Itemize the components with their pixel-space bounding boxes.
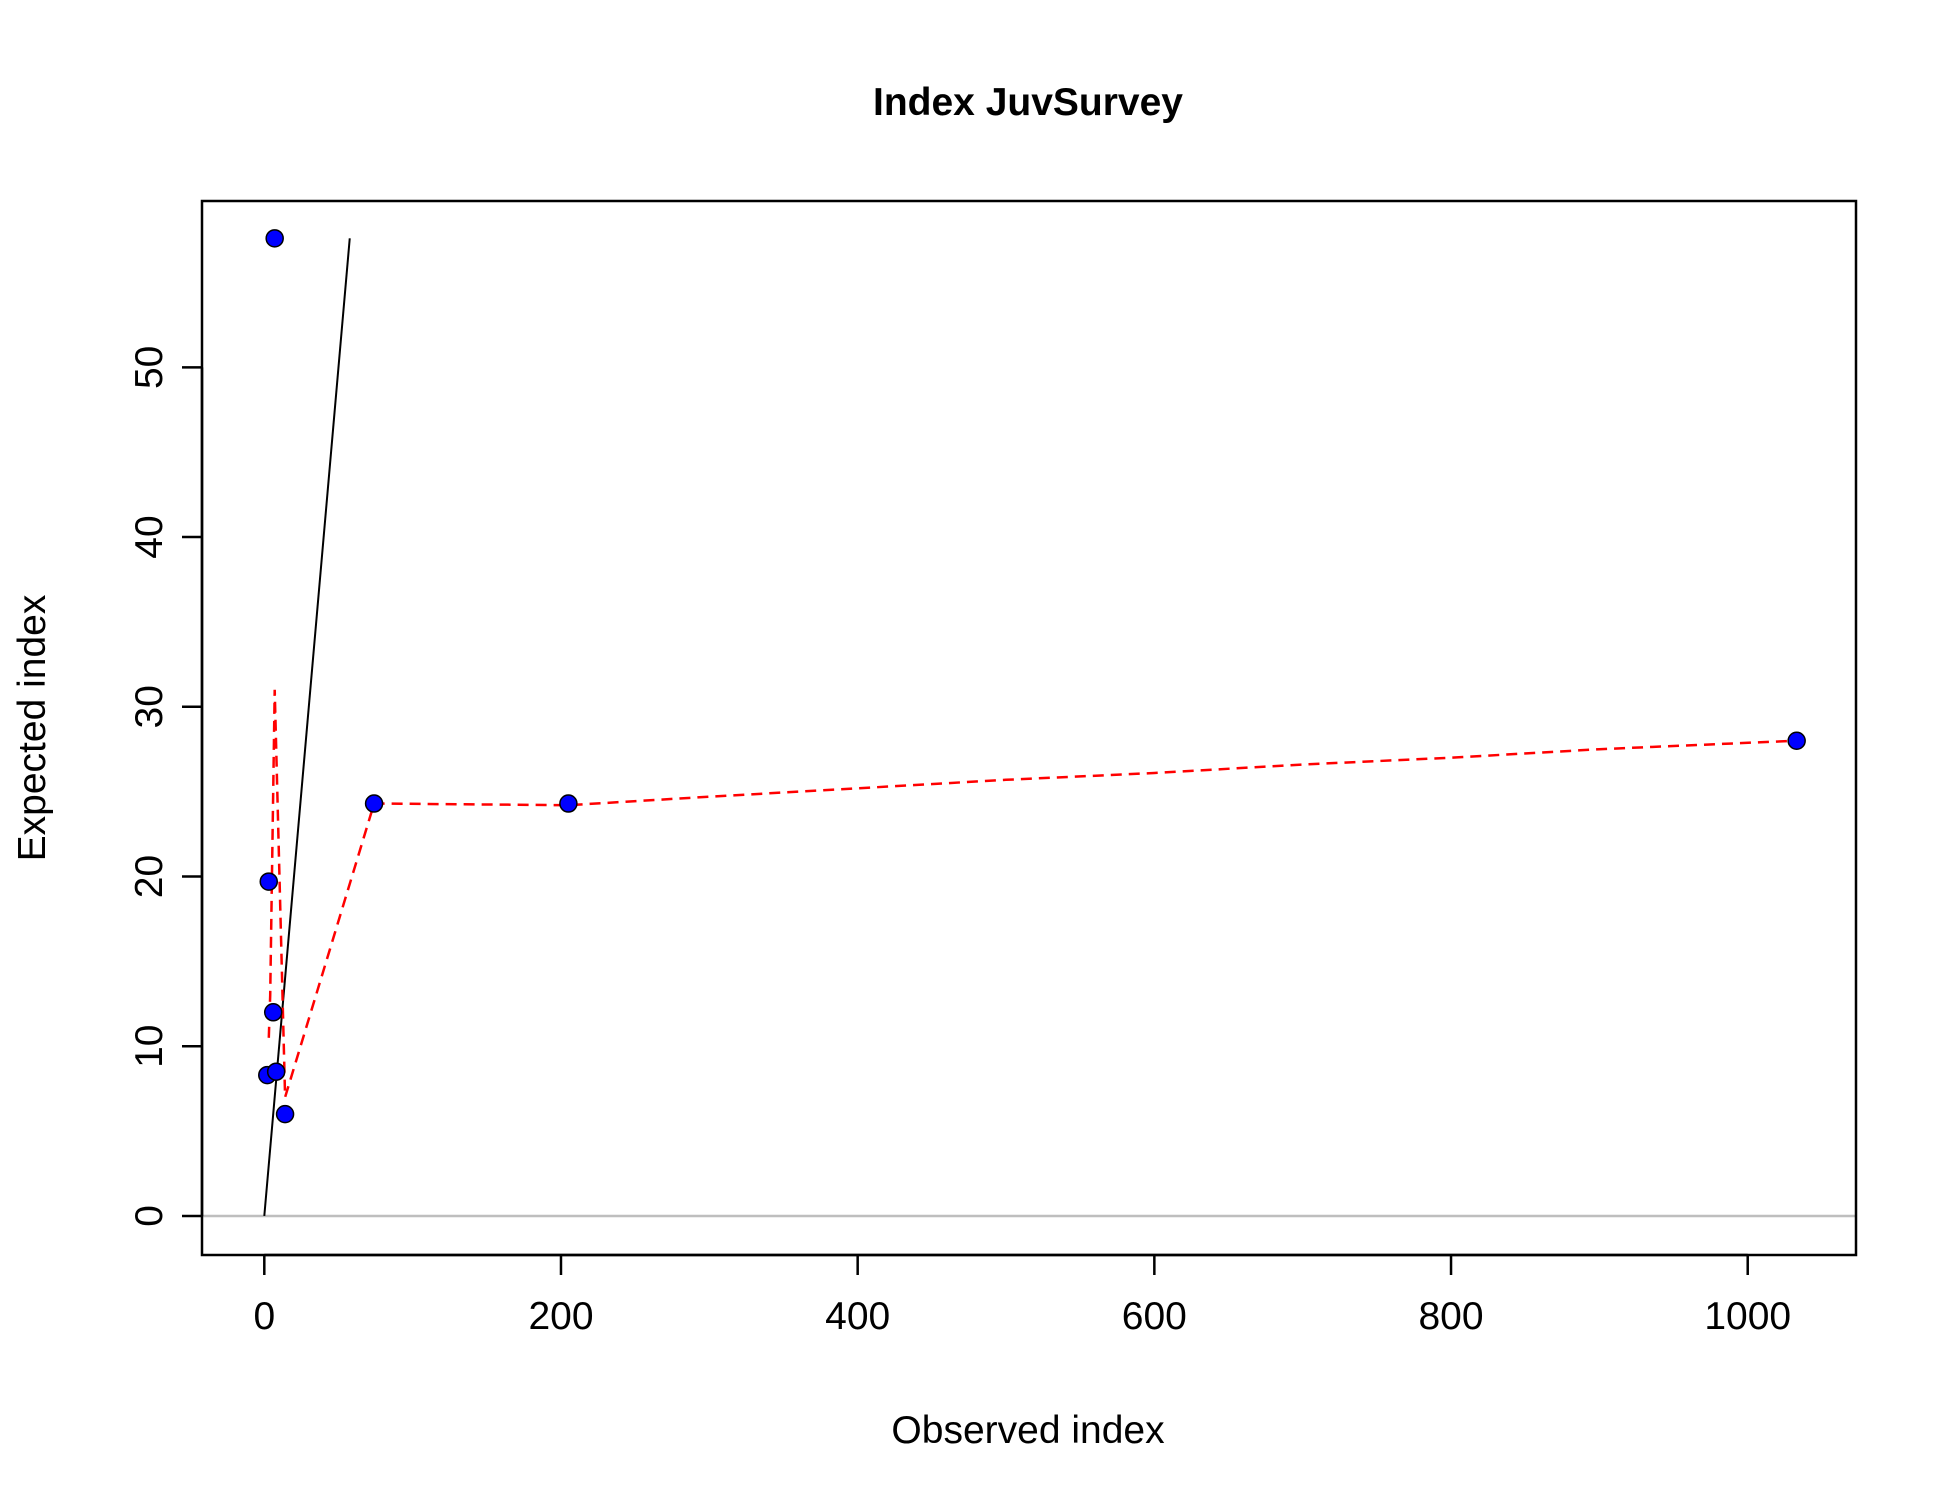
x-tick-label: 1000	[1704, 1295, 1791, 1338]
y-tick-label: 50	[128, 346, 171, 389]
y-tick-label: 0	[128, 1205, 171, 1227]
x-tick-label: 0	[253, 1295, 275, 1338]
identity-line	[263, 238, 351, 1217]
x-tick-label: 800	[1418, 1295, 1483, 1338]
chart-title: Index JuvSurvey	[873, 81, 1183, 124]
y-tick-label: 30	[128, 685, 171, 728]
plot-area: 0 200 400 600 800 1000 0 10 20 30 40 50	[128, 199, 1858, 1338]
data-point	[265, 229, 284, 248]
data-point	[259, 872, 279, 891]
smoother-line	[267, 689, 1797, 1098]
x-axis-label: Observed index	[891, 1409, 1165, 1452]
data-point	[364, 794, 384, 813]
x-tick-label: 200	[528, 1295, 593, 1338]
data-point	[1787, 731, 1806, 750]
data-point	[559, 794, 578, 813]
y-axis-label: Expected index	[11, 594, 54, 861]
data-point	[275, 1104, 295, 1124]
x-tick-label: 600	[1122, 1295, 1187, 1338]
x-tick-label: 400	[825, 1295, 890, 1338]
plot-frame	[200, 199, 1858, 1257]
data-point	[263, 1003, 283, 1022]
y-tick-label: 20	[128, 855, 171, 898]
y-tick-label: 40	[128, 515, 171, 558]
y-tick-label: 10	[128, 1025, 171, 1068]
data-point	[266, 1062, 286, 1081]
